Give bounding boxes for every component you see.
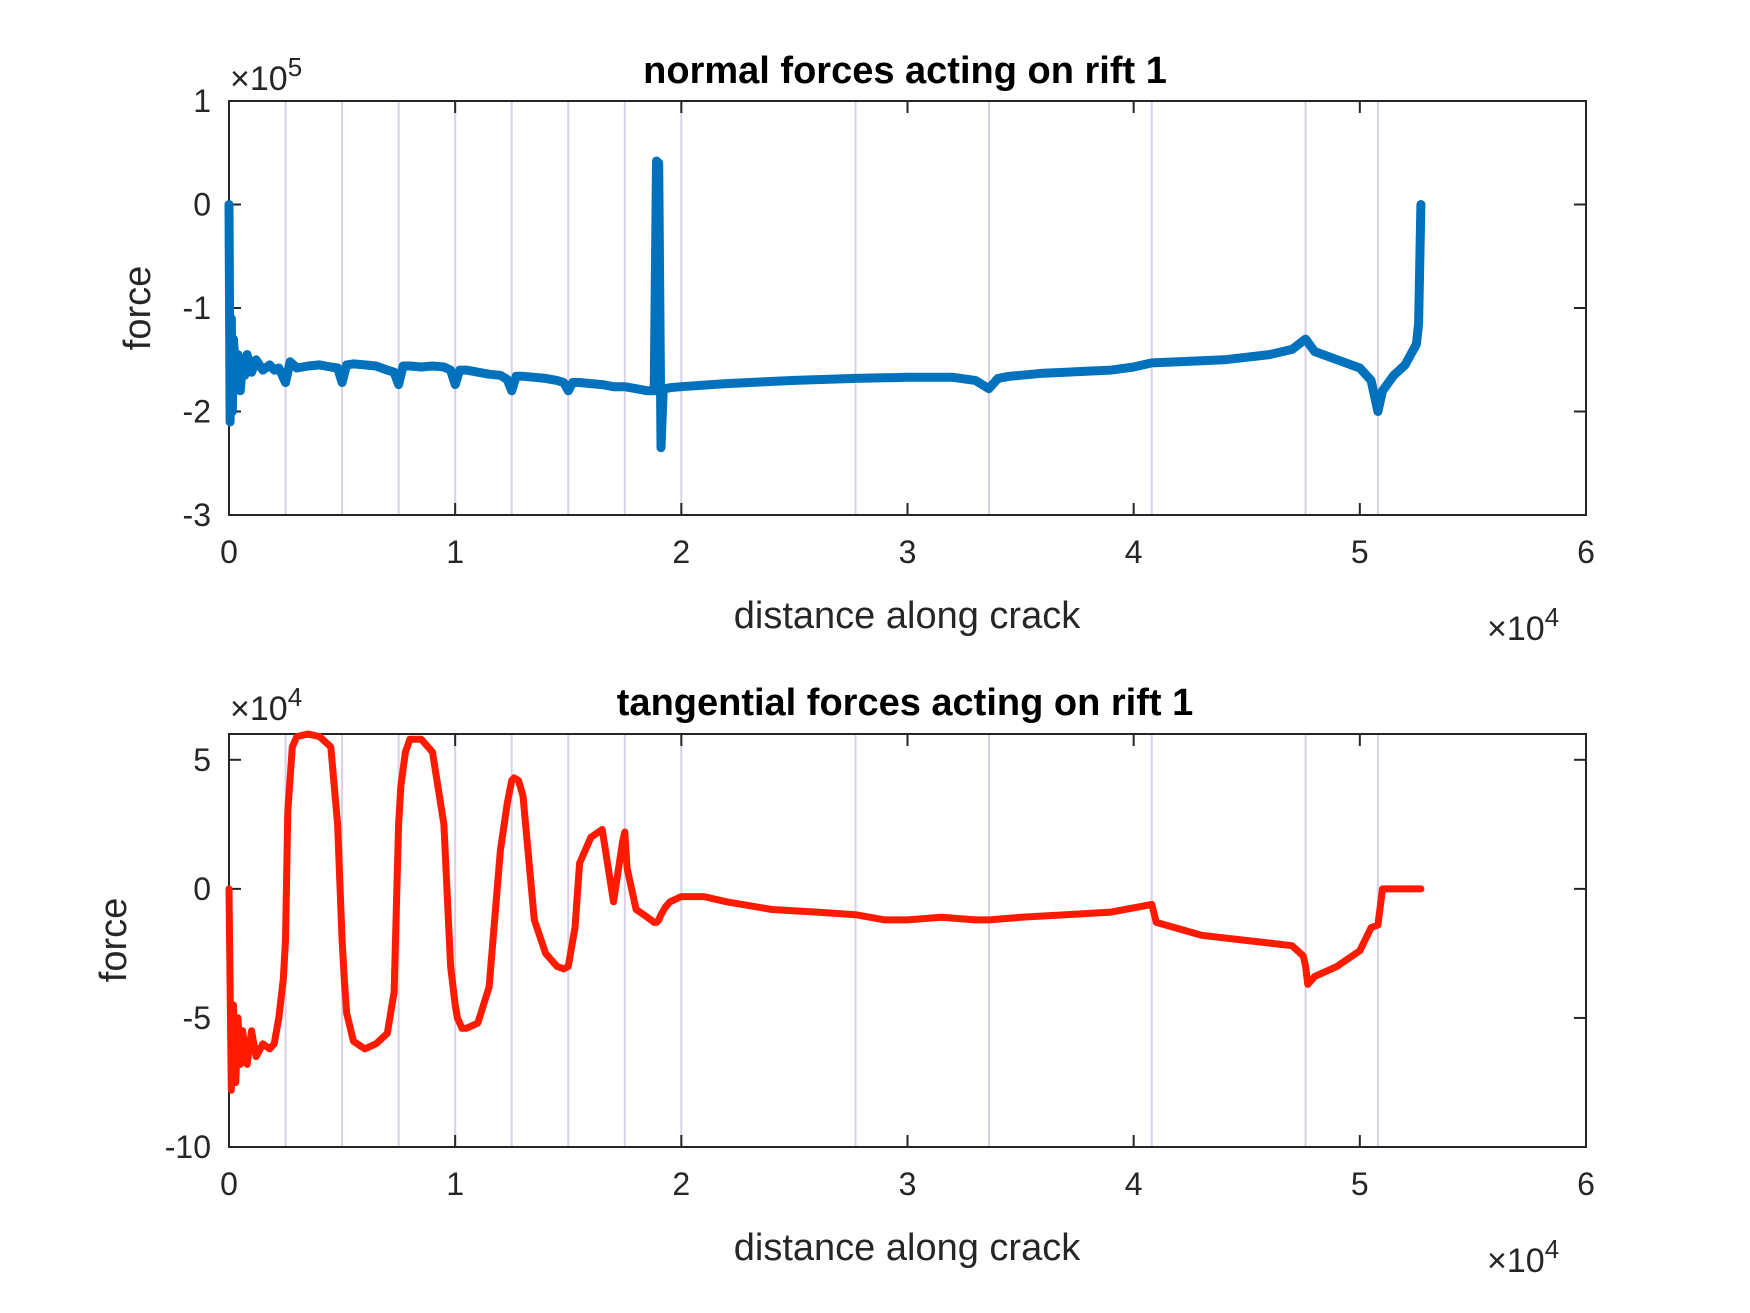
x-tick-label-4: 4 [1125,1166,1143,1202]
y-exponent-label: ×104 [230,682,302,728]
series-line-normal-force [224,156,1426,453]
y-tick-label-4: 1 [193,83,211,119]
vertical-marker-lines [284,734,1379,1147]
x-tick-label-6: 6 [1577,1166,1595,1202]
chart-title: normal forces acting on rift 1 [643,50,1167,92]
y-tick-label-3: 0 [193,187,211,223]
chart-title: tangential forces acting on rift 1 [617,682,1193,724]
y-ticks: -3 -2 -1 0 1 [183,83,1586,533]
plot-frame [228,733,1587,1148]
x-tick-label-4: 4 [1125,534,1143,570]
x-tick-label-6: 6 [1577,534,1595,570]
y-tick-label-2: 0 [193,871,211,907]
x-exponent-label: ×104 [1487,1234,1559,1280]
y-tick-label-1: -5 [183,1000,211,1036]
x-ticks: 0 1 2 3 4 5 6 [220,101,1595,570]
y-tick-label-0: -3 [183,497,211,533]
x-axis-label: distance along crack [734,595,1081,637]
y-axis-label: force [93,898,135,982]
x-tick-label-0: 0 [220,1166,238,1202]
plot-frame [228,100,1587,516]
x-tick-label-2: 2 [672,534,690,570]
y-tick-label-0: -10 [165,1129,211,1165]
x-tick-label-3: 3 [899,1166,917,1202]
y-tick-label-3: 5 [193,742,211,778]
x-tick-label-5: 5 [1351,534,1369,570]
x-tick-label-0: 0 [220,534,238,570]
x-tick-label-3: 3 [899,534,917,570]
vertical-marker-lines [284,101,1379,515]
x-tick-label-1: 1 [446,1166,464,1202]
x-tick-label-1: 1 [446,534,464,570]
chart-normal-forces: normal forces acting on rift 1 ×105 0 1 2 3… [117,50,1595,648]
x-axis-label: distance along crack [734,1227,1081,1269]
series-line-tangential-force [225,730,1425,1094]
y-exponent-label: ×105 [230,52,302,98]
x-tick-label-5: 5 [1351,1166,1369,1202]
x-tick-label-2: 2 [672,1166,690,1202]
x-exponent-label: ×104 [1487,602,1559,648]
y-tick-label-1: -2 [183,394,211,430]
chart-tangential-forces: tangential forces acting on rift 1 ×104 … [93,682,1595,1280]
y-ticks: -10 -5 0 5 [165,742,1586,1165]
y-axis-label: force [117,266,159,350]
x-ticks: 0 1 2 3 4 5 6 [220,734,1595,1202]
y-tick-label-2: -1 [183,290,211,326]
